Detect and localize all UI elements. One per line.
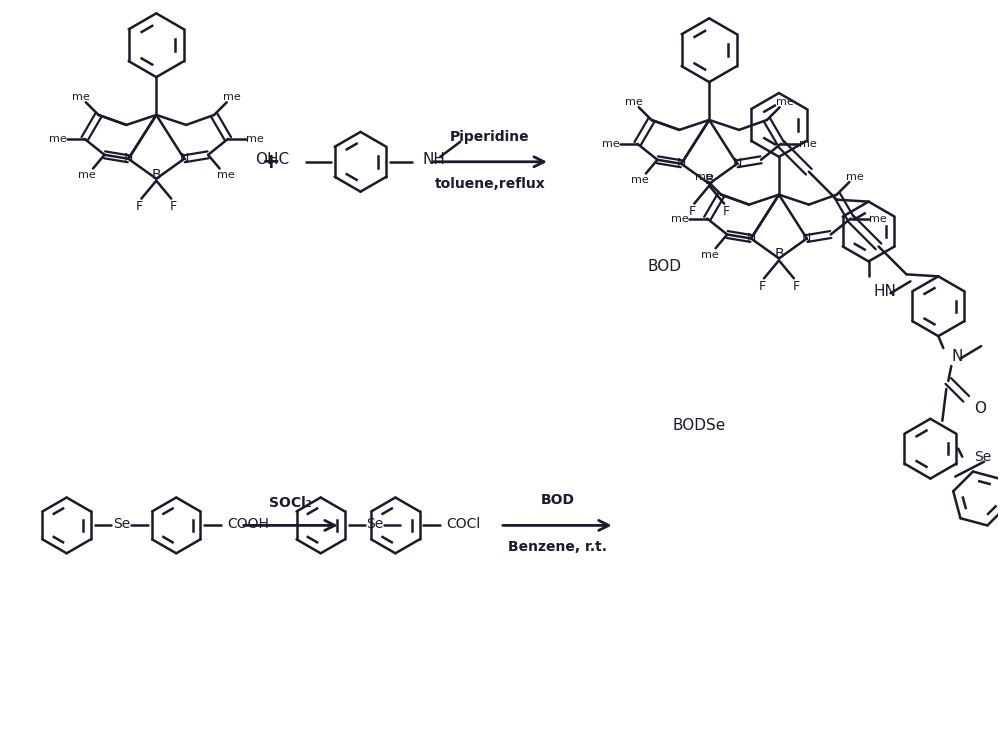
Text: BOD: BOD bbox=[647, 259, 681, 274]
Text: me: me bbox=[217, 171, 234, 180]
Text: me: me bbox=[701, 250, 719, 260]
Text: me: me bbox=[625, 97, 643, 107]
Text: N: N bbox=[677, 158, 686, 170]
Text: OHC: OHC bbox=[255, 152, 289, 167]
Text: me: me bbox=[799, 139, 817, 149]
Text: Se: Se bbox=[366, 517, 383, 531]
Text: me: me bbox=[602, 139, 619, 149]
Text: F: F bbox=[792, 280, 799, 293]
Text: SOCl₂: SOCl₂ bbox=[269, 497, 312, 511]
Text: me: me bbox=[246, 134, 264, 144]
Text: F: F bbox=[689, 205, 696, 218]
Text: me: me bbox=[49, 134, 67, 144]
Text: +: + bbox=[262, 152, 280, 171]
Text: O: O bbox=[974, 401, 986, 417]
Text: me: me bbox=[846, 172, 863, 182]
Text: N: N bbox=[732, 158, 742, 170]
Text: NH: NH bbox=[422, 152, 445, 167]
Text: me: me bbox=[695, 172, 712, 182]
Text: Benzene, r.t.: Benzene, r.t. bbox=[508, 540, 607, 554]
Text: B: B bbox=[704, 173, 714, 187]
Text: F: F bbox=[136, 200, 143, 213]
Text: me: me bbox=[78, 171, 96, 180]
Text: toluene,reflux: toluene,reflux bbox=[435, 177, 545, 191]
Text: me: me bbox=[223, 92, 241, 102]
Text: COCl: COCl bbox=[446, 517, 480, 531]
Text: F: F bbox=[170, 200, 177, 213]
Text: N: N bbox=[951, 349, 963, 364]
Text: Se: Se bbox=[974, 450, 991, 464]
Text: COOH: COOH bbox=[227, 517, 269, 531]
Text: me: me bbox=[671, 213, 689, 224]
Text: B: B bbox=[151, 168, 161, 182]
Text: F: F bbox=[758, 280, 766, 293]
Text: Se: Se bbox=[113, 517, 130, 531]
Text: N: N bbox=[802, 232, 812, 245]
Text: HN: HN bbox=[874, 284, 896, 299]
Text: BOD: BOD bbox=[541, 494, 575, 508]
Text: Piperidine: Piperidine bbox=[450, 130, 530, 144]
Text: me: me bbox=[631, 175, 649, 185]
Text: N: N bbox=[124, 152, 133, 166]
Text: me: me bbox=[869, 213, 886, 224]
Text: me: me bbox=[776, 97, 794, 107]
Text: F: F bbox=[723, 205, 730, 218]
Text: B: B bbox=[774, 247, 784, 261]
Text: BODSe: BODSe bbox=[673, 418, 726, 434]
Text: N: N bbox=[746, 232, 756, 245]
Text: N: N bbox=[180, 152, 189, 166]
Text: me: me bbox=[72, 92, 90, 102]
